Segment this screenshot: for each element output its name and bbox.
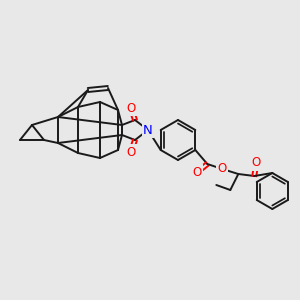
Text: O: O <box>126 146 136 158</box>
Text: O: O <box>218 163 227 176</box>
Text: O: O <box>193 166 202 178</box>
Text: O: O <box>252 157 261 169</box>
Text: N: N <box>143 124 153 136</box>
Text: O: O <box>126 101 136 115</box>
